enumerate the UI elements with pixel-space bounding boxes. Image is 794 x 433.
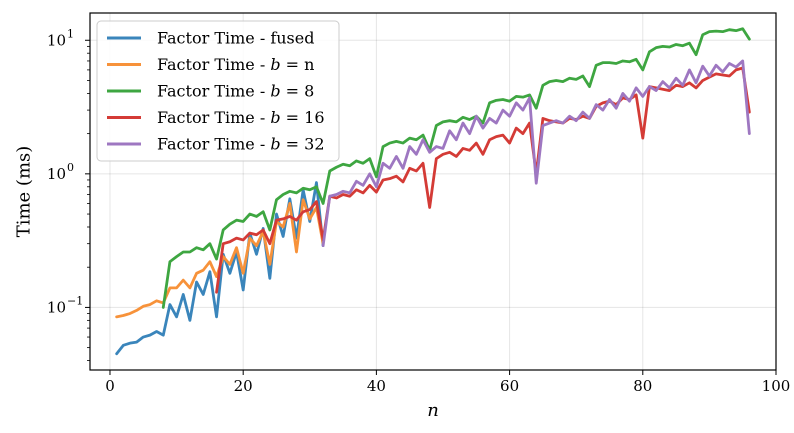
legend-box (96, 20, 340, 162)
series-line (321, 59, 751, 248)
x-tick-label: 80 (633, 377, 652, 395)
x-tick-label: 60 (500, 377, 519, 395)
series-line (161, 27, 751, 309)
x-tick-label: 20 (234, 377, 253, 395)
legend-entry: Factor Time - fused (157, 29, 314, 48)
plot-frame (89, 12, 777, 371)
y-tick-exponent: 1 (67, 27, 74, 40)
series-lines (115, 27, 751, 356)
y-tick-label: 10 (47, 298, 66, 316)
x-tick-label: 0 (105, 377, 115, 395)
y-tick-exponent: 0 (67, 161, 74, 174)
legend-entry: Factor Time - b = n (157, 55, 314, 74)
legend-entry: Factor Time - b = 16 (157, 108, 325, 127)
x-tick-label: 100 (762, 377, 791, 395)
x-tick-label: 40 (367, 377, 386, 395)
x-axis-label: n (427, 400, 439, 421)
y-tick-exponent: −1 (67, 294, 83, 307)
legend-entry: Factor Time - b = 8 (157, 82, 314, 101)
series-line (215, 66, 751, 294)
y-axis-label: Time (ms) (14, 146, 35, 238)
legend: Factor Time - fused Factor Time - b = n Fa… (96, 20, 340, 162)
y-tick-label: 10 (47, 165, 66, 183)
y-tick-label: 10 (47, 31, 66, 49)
legend-entry: Factor Time - b = 32 (157, 135, 325, 154)
